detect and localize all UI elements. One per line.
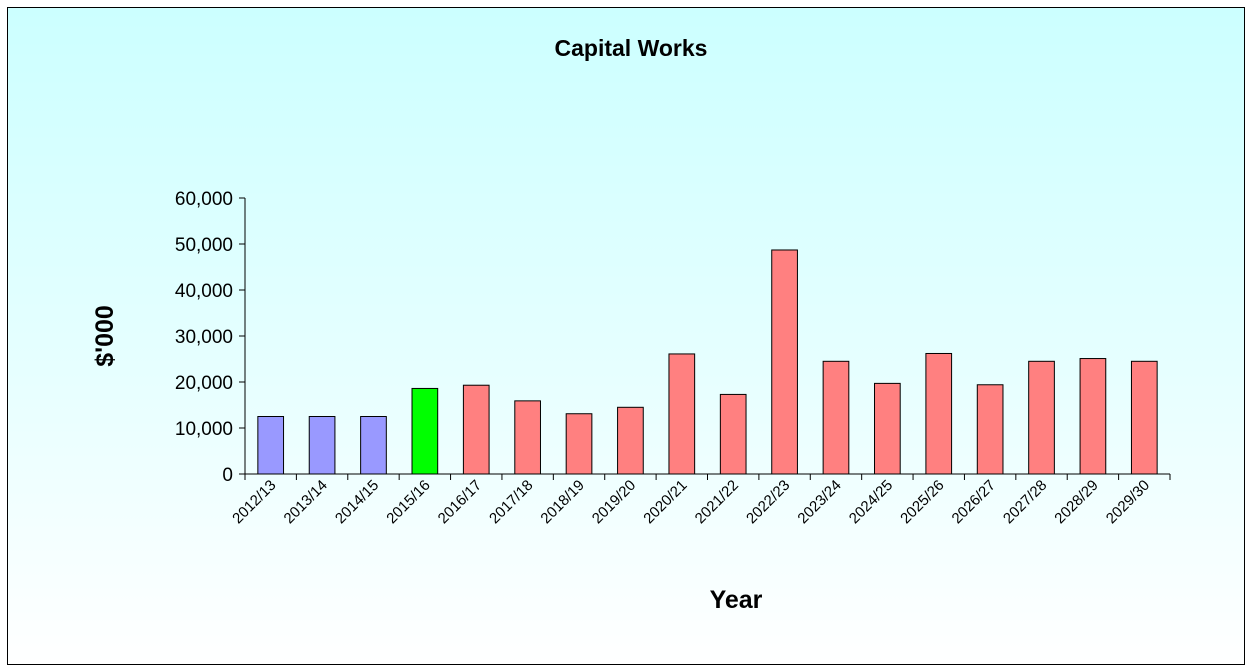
axes [239,197,1171,480]
bar-2027-28 [1028,360,1055,475]
bar-2022-23 [771,249,798,475]
x-tick-label: 2019/20 [589,477,639,527]
bar-2012-13 [257,416,285,475]
x-tick-label: 2021/22 [692,477,742,527]
bar-2019-20 [617,406,644,475]
bar-2015-16 [411,387,439,475]
bar-2013-14 [308,416,336,475]
bar-2028-29 [1079,358,1107,475]
x-tick-label: 2020/21 [640,477,690,527]
x-tick-label: 2013/14 [281,477,331,527]
x-tick-label: 2012/13 [229,477,279,527]
bars [257,249,1158,475]
chart-title: Capital Works [555,35,708,61]
y-tick-label: 40,000 [175,281,233,302]
bar-2024-25 [874,382,901,475]
x-tick-label: 2023/24 [794,477,844,527]
bar-2016-17 [462,384,490,475]
bar-2017-18 [514,400,541,475]
x-tick-label: 2016/17 [435,477,485,527]
y-tick-label: 50,000 [175,235,233,256]
x-tick-label: 2015/16 [383,477,433,527]
x-tick-label: 2014/15 [332,477,382,527]
x-tick-label: 2027/28 [1000,477,1050,527]
y-tick-labels: 0 10,000 20,000 30,000 40,000 50,000 60,000 [175,189,233,486]
x-tick-label: 2028/29 [1051,477,1101,527]
chart-area [7,7,1245,665]
bar-2014-15 [360,416,387,475]
y-axis-title: $'000 [91,305,119,367]
bar-2018-19 [565,413,593,475]
bar-2026-27 [976,384,1004,475]
bar-2021-22 [719,393,747,475]
y-tick-label: 20,000 [175,373,233,394]
x-tick-label: 2018/19 [537,477,587,527]
bar-2020-21 [668,353,696,475]
x-tick-labels: 2012/13 2013/14 2014/15 2015/16 2016/17 2017/… [229,477,1153,527]
x-tick-label: 2025/26 [897,477,947,527]
x-axis-title: Year [710,586,763,614]
bar-2029-30 [1130,360,1158,475]
x-tick-label: 2026/27 [949,477,999,527]
bar-2023-24 [822,360,850,475]
y-tick-label: 10,000 [175,419,233,440]
bar-2025-26 [925,352,953,475]
x-tick-label: 2017/18 [486,477,536,527]
y-tick-label: 60,000 [175,189,233,210]
x-tick-label: 2022/23 [743,477,793,527]
x-tick-label: 2024/25 [846,477,896,527]
x-tick-label: 2029/30 [1103,477,1153,527]
y-tick-label: 0 [222,465,233,486]
y-tick-label: 30,000 [175,327,233,348]
